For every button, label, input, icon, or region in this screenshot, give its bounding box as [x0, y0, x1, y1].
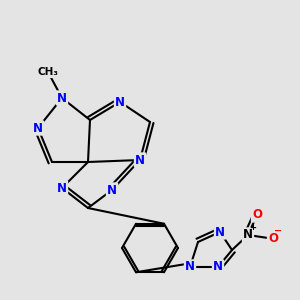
- Text: N: N: [243, 229, 253, 242]
- Text: N: N: [33, 122, 43, 134]
- Text: N: N: [215, 226, 225, 238]
- Text: N: N: [57, 92, 67, 104]
- Text: −: −: [274, 226, 282, 236]
- Text: N: N: [135, 154, 145, 166]
- Text: N: N: [115, 95, 125, 109]
- Text: +: +: [250, 224, 256, 232]
- Text: N: N: [213, 260, 223, 274]
- Text: O: O: [268, 232, 278, 244]
- Text: CH₃: CH₃: [38, 67, 58, 77]
- Text: O: O: [252, 208, 262, 221]
- Text: N: N: [107, 184, 117, 196]
- Text: N: N: [185, 260, 195, 274]
- Text: N: N: [57, 182, 67, 194]
